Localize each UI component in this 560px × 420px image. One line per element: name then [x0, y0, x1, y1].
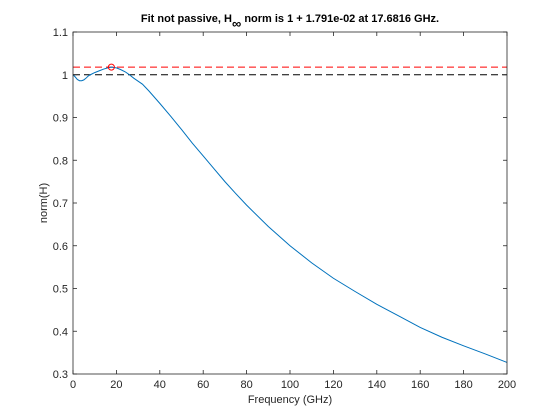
chart-title: Fit not passive, H∞ norm is 1 + 1.791e-0… — [141, 13, 439, 31]
y-tick-label: 1.1 — [53, 27, 68, 39]
x-tick-label: 100 — [281, 379, 299, 391]
y-tick-label: 0.5 — [53, 284, 68, 296]
reference-lines — [73, 66, 507, 76]
axes-background — [73, 32, 507, 374]
x-tick-label: 120 — [324, 379, 342, 391]
x-tick-label: 160 — [411, 379, 429, 391]
chart-title-subscript: ∞ — [232, 16, 241, 31]
peak-marker-0 — [107, 63, 115, 71]
x-axis-label: Frequency (GHz) — [248, 394, 332, 406]
x-tick-label: 40 — [154, 379, 166, 391]
y-tick-label: 0.6 — [53, 241, 68, 253]
x-tick-label: 200 — [498, 379, 516, 391]
x-tick-label: 0 — [70, 379, 76, 391]
y-axis-label: norm(H) — [38, 183, 50, 223]
y-axis-ticks: 0.3 0.4 0.5 0.6 0.7 0.8 0.9 1 1.1 — [53, 27, 507, 381]
x-tick-label: 180 — [454, 379, 472, 391]
x-tick-label: 60 — [197, 379, 209, 391]
y-tick-label: 0.9 — [53, 113, 68, 125]
y-tick-label: 1 — [62, 70, 68, 82]
x-tick-label: 20 — [110, 379, 122, 391]
y-tick-label: 0.8 — [53, 155, 68, 167]
x-tick-label: 80 — [240, 379, 252, 391]
x-axis-ticks: 0 20 40 60 80 100 120 140 160 180 200 — [70, 32, 516, 391]
marker-layer — [107, 63, 115, 71]
series-line-0 — [72, 66, 508, 363]
x-tick-label: 140 — [368, 379, 386, 391]
series-layer — [72, 66, 508, 363]
chart-title-suffix: norm is 1 + 1.791e-02 at 17.6816 GHz. — [241, 13, 439, 25]
chart-title-prefix: Fit not passive, H — [141, 13, 232, 25]
y-tick-label: 0.3 — [53, 369, 68, 381]
y-tick-label: 0.4 — [53, 326, 68, 338]
y-tick-label: 0.7 — [53, 198, 68, 210]
